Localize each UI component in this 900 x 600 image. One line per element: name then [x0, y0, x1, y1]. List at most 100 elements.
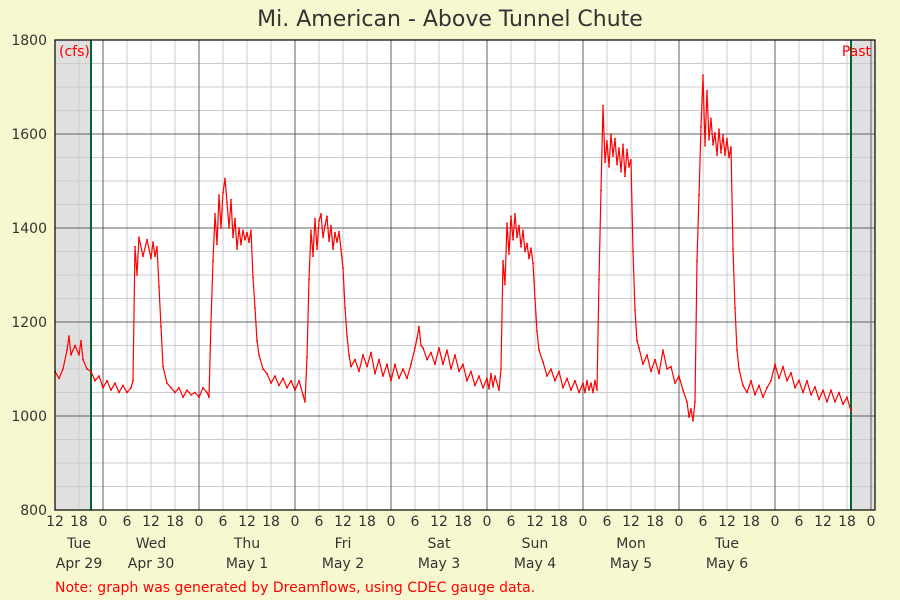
x-date-label: May 4 [514, 556, 556, 572]
x-hour-label: 6 [603, 514, 612, 530]
series-point [58, 378, 60, 380]
series-point [590, 382, 592, 384]
series-point [248, 241, 250, 243]
series-point [724, 154, 726, 156]
series-point [302, 394, 304, 396]
series-point [524, 251, 526, 253]
series-point [758, 385, 760, 387]
series-point [510, 215, 512, 217]
series-point [686, 401, 688, 403]
series-point [370, 352, 372, 354]
series-point [708, 139, 710, 141]
series-point [142, 255, 144, 257]
series-point [692, 420, 694, 422]
x-hour-label: 0 [579, 514, 588, 530]
series-point [688, 416, 690, 418]
series-point [558, 370, 560, 372]
series-point [342, 267, 344, 269]
series-point [328, 240, 330, 242]
series-point [244, 239, 246, 241]
x-dow-label: Tue [714, 536, 739, 552]
series-point [186, 389, 188, 391]
series-point [536, 331, 538, 333]
series-point [382, 375, 384, 377]
series-point [406, 378, 408, 380]
series-point [146, 239, 148, 241]
x-hour-label: 0 [771, 514, 780, 530]
x-hour-label: 0 [675, 514, 684, 530]
series-point [298, 380, 300, 382]
series-point [350, 366, 352, 368]
series-point [210, 321, 212, 323]
series-point [774, 363, 776, 365]
series-point [374, 373, 376, 375]
series-point [574, 380, 576, 382]
x-hour-label: 6 [219, 514, 228, 530]
series-point [632, 251, 634, 253]
y-tick-label: 1000 [11, 409, 47, 425]
series-point [596, 389, 598, 391]
series-point [160, 326, 162, 328]
series-point [814, 386, 816, 388]
series-point [566, 378, 568, 380]
series-point [190, 394, 192, 396]
series-point [414, 347, 416, 349]
series-point [838, 392, 840, 394]
series-point [506, 222, 508, 224]
series-point [500, 368, 502, 370]
series-point [522, 229, 524, 231]
series-point [502, 260, 504, 262]
series-point [78, 354, 80, 356]
series-point [106, 380, 108, 382]
series-point [398, 378, 400, 380]
series-point [354, 359, 356, 361]
series-point [670, 366, 672, 368]
series-point [252, 276, 254, 278]
series-point [720, 152, 722, 154]
x-hour-label: 12 [718, 514, 736, 530]
series-point [716, 154, 718, 156]
series-point [202, 387, 204, 389]
series-point [454, 354, 456, 356]
series-point [486, 378, 488, 380]
series-point [654, 359, 656, 361]
series-point [220, 227, 222, 229]
x-dow-label: Sat [428, 536, 451, 552]
series-point [542, 361, 544, 363]
x-hour-label: 6 [507, 514, 516, 530]
series-point [628, 166, 630, 168]
series-point [638, 347, 640, 349]
x-hour-label: 18 [262, 514, 280, 530]
series-point [626, 149, 628, 151]
series-point [442, 363, 444, 365]
series-point [702, 74, 704, 76]
series-point [518, 225, 520, 227]
series-point [236, 248, 238, 250]
series-point [422, 347, 424, 349]
series-point [74, 345, 76, 347]
series-point [634, 309, 636, 311]
series-point [602, 105, 604, 107]
series-point [426, 359, 428, 361]
series-point [584, 392, 586, 394]
series-point [242, 229, 244, 231]
series-point [600, 190, 602, 192]
series-point [630, 159, 632, 161]
series-point [258, 354, 260, 356]
series-point [534, 298, 536, 300]
series-point [394, 363, 396, 365]
series-point [612, 155, 614, 157]
x-hour-label: 18 [838, 514, 856, 530]
series-point [790, 372, 792, 374]
x-date-label: May 2 [322, 556, 364, 572]
series-point [830, 389, 832, 391]
series-point [358, 370, 360, 372]
series-point [326, 215, 328, 217]
x-dow-label: Wed [136, 536, 167, 552]
series-point [152, 241, 154, 243]
series-point [742, 385, 744, 387]
series-point [286, 387, 288, 389]
series-point [102, 387, 104, 389]
series-point [86, 368, 88, 370]
x-hour-label: 12 [814, 514, 832, 530]
